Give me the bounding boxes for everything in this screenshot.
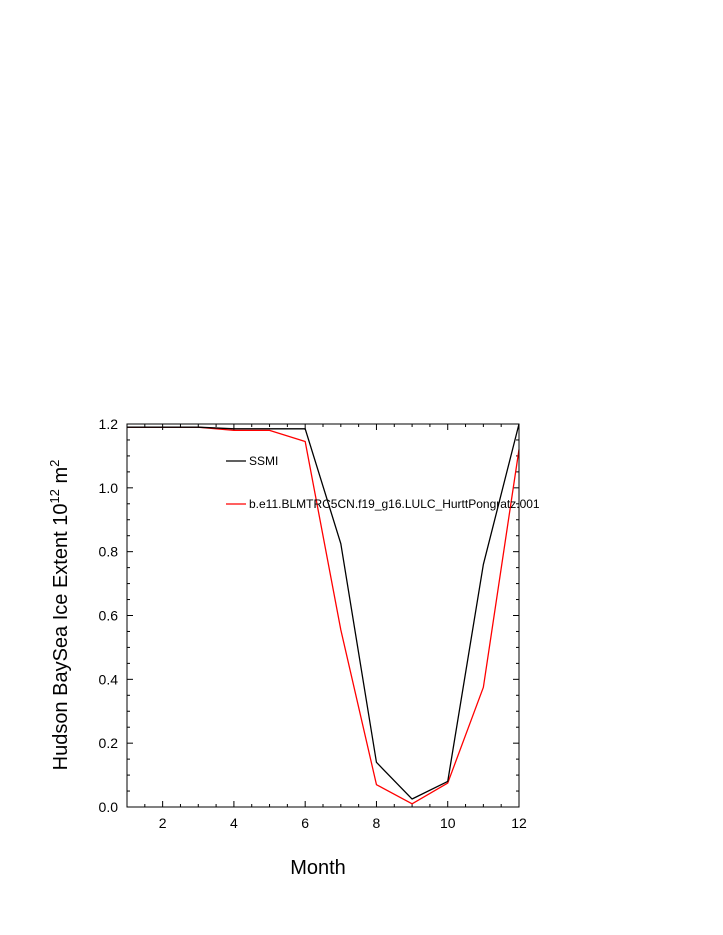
y-axis-title: Hudson BaySea Ice Extent 1012 m2	[47, 460, 72, 771]
y-tick-label: 0.0	[99, 799, 119, 815]
y-tick-label: 0.4	[99, 671, 119, 687]
y-tick-label: 0.8	[99, 544, 119, 560]
y-tick-label: 0.6	[99, 608, 119, 624]
x-tick-label: 6	[301, 815, 309, 831]
legend-label-ssmi: SSMI	[249, 454, 278, 468]
x-tick-label: 2	[159, 815, 167, 831]
x-tick-label: 10	[440, 815, 456, 831]
y-tick-label: 1.2	[99, 416, 119, 432]
legend-label-model: b.e11.BLMTRC5CN.f19_g16.LULC_HurttPongra…	[249, 497, 540, 511]
x-tick-label: 4	[230, 815, 238, 831]
x-tick-label: 12	[511, 815, 527, 831]
series-line-model	[127, 426, 520, 805]
x-axis-title: Month	[290, 857, 346, 879]
legend: SSMI b.e11.BLMTRC5CN.f19_g16.LULC_HurttP…	[226, 454, 540, 511]
y-tick-label: 0.2	[99, 735, 119, 751]
series-layer	[127, 423, 520, 805]
series-line-ssmi	[127, 423, 520, 800]
y-axis-title-unit: m	[50, 467, 72, 489]
y-tick-label: 1.0	[99, 480, 119, 496]
y-axis-title-main: Hudson BaySea Ice Extent 10	[50, 504, 72, 771]
x-axis-ticks: 2 4 6 8 10 12	[126, 424, 527, 831]
y-axis-title-unit-exponent: 2	[47, 460, 62, 467]
x-tick-label: 8	[373, 815, 381, 831]
plot-frame	[126, 423, 520, 808]
y-axis-ticks: 0.0 0.2 0.4 0.6 0.8 1.0 1.2	[99, 416, 519, 815]
y-axis-title-exponent: 12	[47, 489, 62, 503]
